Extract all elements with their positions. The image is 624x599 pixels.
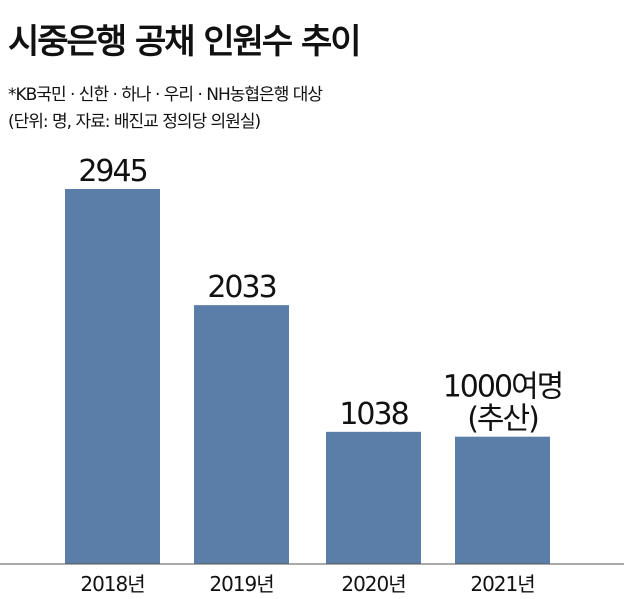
bar-2020년	[326, 431, 421, 564]
bar-2019년	[194, 305, 289, 564]
unit-source-note: (단위: 명, 자료: 배진교 정의당 의원실)	[8, 112, 261, 132]
value-label: (추산)	[467, 402, 538, 437]
value-label: 2945	[78, 154, 146, 189]
value-label: 2033	[207, 270, 275, 305]
x-tick-label: 2019년	[209, 572, 273, 596]
x-tick-label: 2018년	[80, 572, 144, 596]
bar-2018년	[65, 189, 160, 564]
bar-2021년	[455, 436, 550, 564]
value-label: 1000여명	[443, 370, 563, 405]
x-tick-label: 2020년	[341, 572, 405, 596]
chart-note: *KB국민 · 신한 · 하나 · 우리 · NH농협은행 대상	[8, 85, 323, 105]
x-tick-label: 2021년	[470, 572, 534, 596]
chart-title: 시중은행 공채 인원수 추이	[8, 22, 362, 62]
value-label: 1038	[339, 397, 408, 432]
